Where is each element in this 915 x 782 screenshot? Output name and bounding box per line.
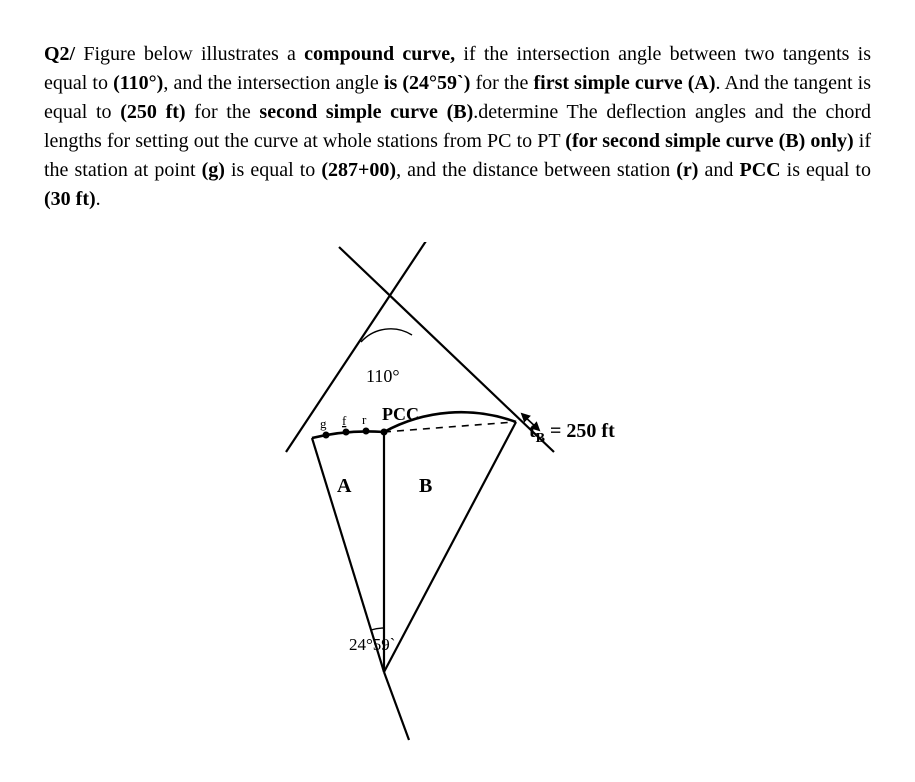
intersection-angle-arc <box>361 329 412 342</box>
compound-curve-figure: 110° PCC g f r A B 24°59` <box>254 242 724 742</box>
r-label: r <box>362 412 367 427</box>
question-label: Q2/ <box>44 43 75 65</box>
label-a: A <box>337 475 352 497</box>
f-label: f <box>342 413 347 428</box>
g-label: g <box>320 416 327 431</box>
central-angle-text: 24°59` <box>349 635 395 654</box>
label-b: B <box>419 475 432 497</box>
tangent-b-label: tB = 250 ft <box>529 420 615 447</box>
point-g <box>323 432 330 439</box>
apex-extension <box>384 672 409 740</box>
pcc-label: PCC <box>382 404 419 424</box>
point-r <box>363 428 370 435</box>
question-body: Figure below illustrates a compound curv… <box>44 43 871 210</box>
problem-statement: Q2/ Figure below illustrates a compound … <box>44 40 871 214</box>
intersection-angle-text: 110° <box>366 366 400 386</box>
point-f <box>343 429 350 436</box>
point-pcc <box>381 429 388 436</box>
radius-to-pt <box>384 422 516 672</box>
forward-tangent-line <box>339 247 554 452</box>
central-angle-arc <box>371 628 384 630</box>
figure-container: 110° PCC g f r A B 24°59` tB = 250 ft <box>44 242 871 742</box>
